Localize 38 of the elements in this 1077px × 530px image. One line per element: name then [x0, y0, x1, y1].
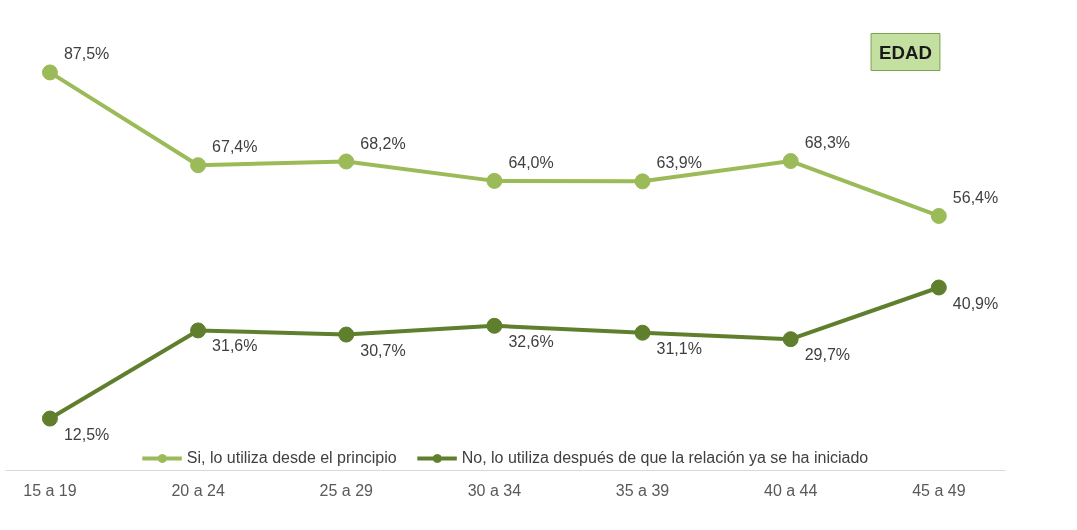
point — [338, 326, 355, 343]
data-label: 67,4% — [212, 138, 258, 156]
x-tick-label: 25 a 29 — [319, 481, 374, 499]
data-label: 12,5% — [63, 425, 110, 443]
x-tick-label: 20 a 24 — [171, 481, 225, 499]
point — [41, 410, 58, 427]
x-tick-label: 45 a 49 — [912, 481, 966, 499]
x-tick-label: 40 a 44 — [763, 481, 818, 499]
x-tick-label: 30 a 34 — [467, 481, 522, 499]
point — [338, 153, 355, 170]
data-label: 29,7% — [804, 346, 851, 364]
x-tick-label: 35 a 39 — [615, 481, 670, 499]
data-label: 40,9% — [952, 294, 999, 312]
legend-label: Si, lo utiliza desde el principio — [186, 449, 397, 467]
legend-label: No, lo utiliza después de que la relación ya se ha iniciado — [461, 449, 869, 467]
data-label: 32,6% — [508, 332, 554, 350]
point — [930, 207, 947, 224]
point — [190, 322, 207, 339]
data-label: 56,4% — [952, 188, 999, 206]
data-label: 63,9% — [656, 154, 702, 172]
point — [41, 64, 58, 81]
point — [634, 173, 651, 190]
point — [930, 279, 947, 296]
point — [190, 157, 207, 174]
point — [782, 331, 799, 348]
x-tick-label: 15 a 19 — [23, 481, 77, 499]
point — [486, 172, 503, 189]
data-label: 31,1% — [656, 339, 702, 357]
text: EDAD — [879, 41, 932, 63]
data-label: 68,3% — [804, 134, 851, 152]
data-label: 68,2% — [360, 134, 406, 152]
data-label: 30,7% — [360, 341, 406, 359]
data-label: 31,6% — [212, 337, 258, 355]
point — [634, 324, 651, 341]
data-label: 87,5% — [63, 45, 110, 63]
point — [782, 153, 799, 170]
point — [486, 317, 503, 334]
data-label: 64,0% — [508, 153, 554, 171]
